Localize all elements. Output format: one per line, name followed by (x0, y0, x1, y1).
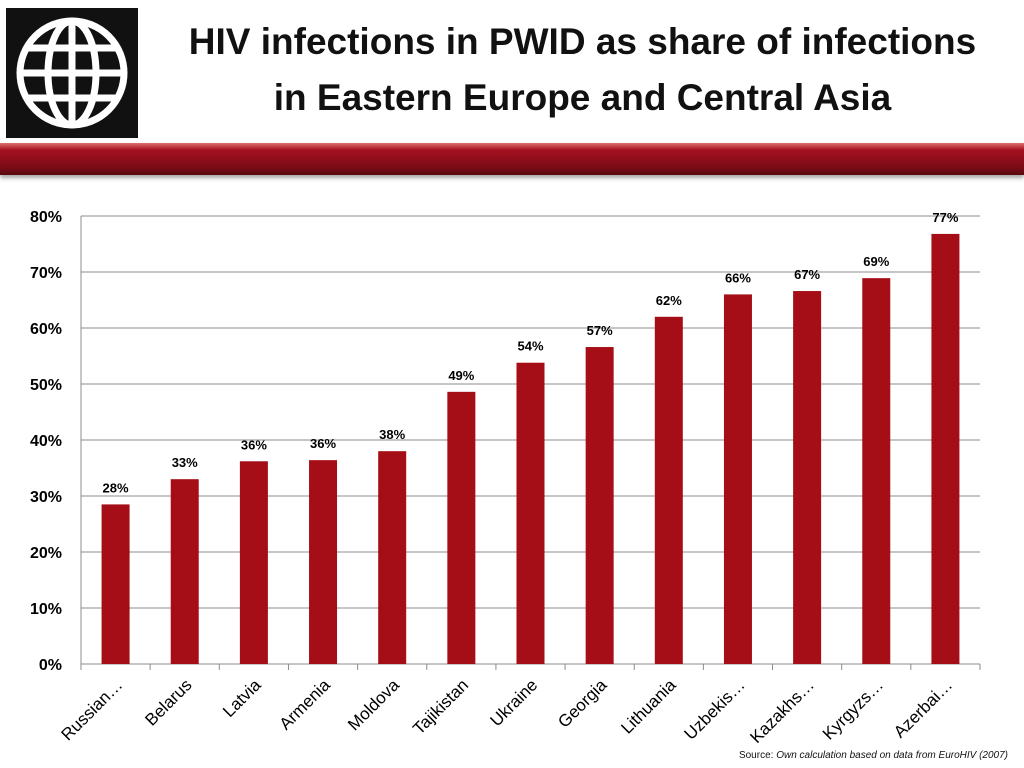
bar (654, 316, 683, 664)
bar (309, 460, 338, 664)
data-label: 36% (310, 436, 336, 451)
data-label: 77% (932, 210, 958, 225)
bar (170, 479, 199, 664)
category-label: Uzbekis… (681, 675, 749, 743)
source-note: Source: Own calculation based on data fr… (739, 750, 1008, 761)
y-tick-label: 60% (30, 321, 62, 338)
y-tick-label: 80% (30, 209, 62, 226)
category-label: Georgia (554, 675, 611, 732)
y-tick-label: 0% (39, 657, 62, 674)
category-label: Azerbai… (890, 675, 956, 741)
data-label: 54% (517, 339, 543, 354)
source-text: Own calculation based on data from EuroH… (776, 750, 1008, 761)
y-tick-label: 30% (30, 489, 62, 506)
category-label: Latvia (219, 675, 265, 721)
data-label: 28% (103, 480, 129, 495)
category-label: Belarus (141, 675, 195, 729)
data-label: 36% (241, 437, 267, 452)
data-label: 57% (587, 323, 613, 338)
bar (585, 347, 614, 664)
source-prefix: Source: (738, 750, 777, 761)
bar (723, 294, 752, 664)
category-label: Ukraine (486, 675, 541, 730)
data-label: 62% (656, 293, 682, 308)
data-label: 67% (794, 267, 820, 282)
bar (447, 391, 476, 664)
title-line-1: HIV infections in PWID as share of infec… (188, 21, 977, 62)
header-banner (0, 143, 1024, 175)
data-label: 49% (448, 368, 474, 383)
bar (793, 291, 822, 664)
data-label: 33% (172, 455, 198, 470)
data-label: 38% (379, 427, 405, 442)
y-tick-label: 20% (30, 545, 62, 562)
data-label: 66% (725, 270, 751, 285)
category-label: Tajikistan (409, 675, 472, 738)
category-label: Kazakhs… (746, 675, 818, 747)
y-tick-label: 40% (30, 433, 62, 450)
category-label: Lithuania (617, 675, 680, 738)
category-label: Kyrgyzs… (819, 675, 887, 743)
y-tick-label: 50% (30, 377, 62, 394)
bar (378, 451, 407, 664)
logo (6, 8, 138, 138)
bar (516, 362, 545, 664)
page-title: HIV infections in PWID as share of infec… (145, 14, 1020, 126)
bar (931, 233, 960, 665)
category-label: Moldova (344, 675, 403, 734)
data-label: 69% (863, 254, 889, 269)
y-tick-label: 70% (30, 265, 62, 282)
globe-icon (16, 17, 128, 129)
bar (101, 504, 130, 664)
category-label: Russian… (58, 675, 127, 744)
title-line-2: in Eastern Europe and Central Asia (273, 77, 892, 118)
bar (862, 278, 891, 664)
bar (239, 461, 268, 664)
category-label: Armenia (276, 675, 335, 734)
y-tick-label: 10% (30, 601, 62, 618)
